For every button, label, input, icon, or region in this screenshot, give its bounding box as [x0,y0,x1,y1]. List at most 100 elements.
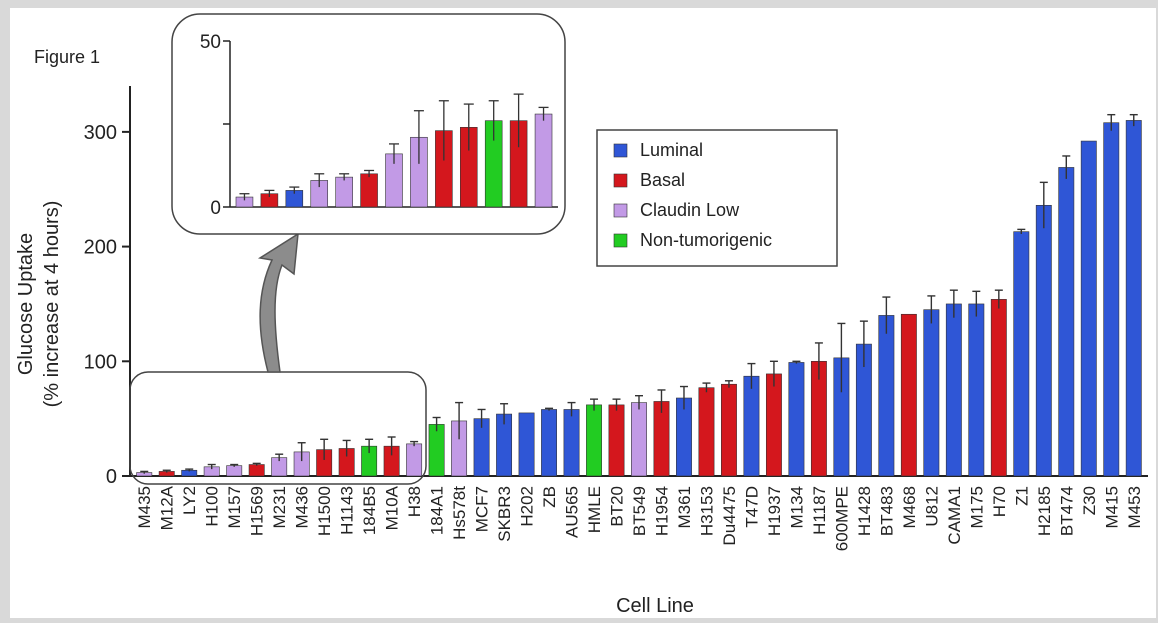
x-tick-label: M10A [383,485,402,530]
inset-y-tick-label: 50 [200,32,221,53]
bar [226,465,243,477]
x-tick-label: 600MPE [832,486,851,551]
inset-y-tick-label: 0 [210,198,221,219]
x-tick-label: Z1 [1012,486,1031,506]
x-tick-label: M468 [900,486,919,529]
x-tick-label: AU565 [563,486,582,538]
bar [1125,120,1142,477]
bar [563,409,580,477]
bar [518,412,535,477]
bar [968,303,985,477]
y-tick-label: 300 [84,122,117,144]
x-tick-label: LY2 [180,486,199,515]
bar [990,299,1007,477]
y-tick-label: 200 [84,237,117,259]
bar [743,375,760,477]
figure-panel: Figure 1 Glucose Uptake (% increase at 4… [10,8,1156,618]
zoom-arrow-icon [257,232,299,373]
bar [676,397,692,477]
bar [541,409,557,477]
bar [1035,204,1052,477]
x-tick-label: M415 [1102,486,1121,529]
x-tick-label: H1937 [765,486,784,536]
inset-bars [235,93,553,208]
y-axis-title-line2: (% increase at 4 hours) [41,201,63,408]
x-tick-label: 184B5 [360,486,379,535]
bar [428,424,445,477]
x-tick-label: T47D [742,486,761,528]
bar [900,313,917,477]
x-tick-label: M175 [967,486,986,529]
x-tick-label: H70 [990,486,1009,517]
y-axis-title: Glucose Uptake (% increase at 4 hours) [15,201,63,408]
figure-label: Figure 1 [34,47,100,67]
glucose-uptake-chart: Figure 1 Glucose Uptake (% increase at 4… [15,13,1148,617]
legend-swatch [613,233,628,248]
main-x-tick-labels: M435 M12A LY2 H100 M157 H1569 M231 M436 H1500 H11… [135,485,1144,551]
x-tick-label: H100 [203,486,222,527]
legend-label: Non-tumorigenic [640,230,772,250]
legend-box [596,129,838,267]
x-tick-label: M231 [270,486,289,529]
bar [1013,231,1030,477]
x-tick-label: H3153 [697,486,716,536]
bar [945,303,962,477]
legend-label: Claudin Low [640,200,740,220]
x-tick-label: HMLE [585,486,604,533]
legend-label: Luminal [640,140,703,160]
x-tick-label: M361 [675,486,694,529]
bar [1058,167,1075,477]
x-tick-label: M157 [225,486,244,529]
x-tick-label: H1954 [652,486,671,536]
bar [788,362,805,477]
x-tick-label: M134 [787,486,806,529]
legend-swatch [613,143,628,158]
x-tick-label: ZB [540,486,559,508]
bar [406,443,423,477]
bar [721,383,737,477]
bar [698,387,715,477]
legend-swatch [613,173,628,188]
x-tick-label: H1187 [810,486,829,535]
x-tick-label: SKBR3 [495,486,514,542]
x-tick-label: Du4475 [720,486,739,546]
x-tick-label: H1569 [248,486,267,536]
y-tick-label: 100 [84,351,117,373]
x-tick-label: M436 [293,486,312,529]
bar [586,404,602,477]
bar [878,315,895,477]
x-tick-label: U812 [922,486,941,527]
x-tick-label: BT20 [608,486,627,527]
y-axis-title-line1: Glucose Uptake [15,233,37,375]
x-tick-label: H1428 [855,486,874,536]
main-bars [136,113,1142,477]
bar [1080,140,1097,477]
x-tick-label: H202 [518,486,537,527]
x-tick-label: M453 [1125,486,1144,529]
bar [631,402,647,477]
x-tick-label: H1500 [315,486,334,536]
legend-label: Basal [640,170,685,190]
x-tick-label: BT474 [1057,486,1076,536]
x-tick-label: Z30 [1080,486,1099,515]
bar [765,373,782,477]
inset-bar [360,173,378,208]
inset-bar [534,113,553,208]
x-tick-label: M435 [135,486,154,529]
x-tick-label: MCF7 [473,486,492,532]
y-tick-label: 0 [106,466,117,488]
x-tick-label: H1143 [338,486,357,535]
x-tick-label: H38 [405,486,424,517]
legend-swatch [613,203,628,218]
bar [248,464,265,477]
x-tick-label: 184A1 [428,486,447,535]
bar [923,309,940,477]
x-tick-label: BT549 [630,486,649,536]
bar [608,404,625,477]
x-tick-label: BT483 [877,486,896,536]
x-tick-label: H2185 [1035,486,1054,536]
x-tick-label: CAMA1 [945,486,964,545]
legend: Luminal Basal Claudin Low Non-tumorigenic [596,129,838,267]
inset-bar [335,176,353,208]
x-axis-title: Cell Line [616,595,694,617]
